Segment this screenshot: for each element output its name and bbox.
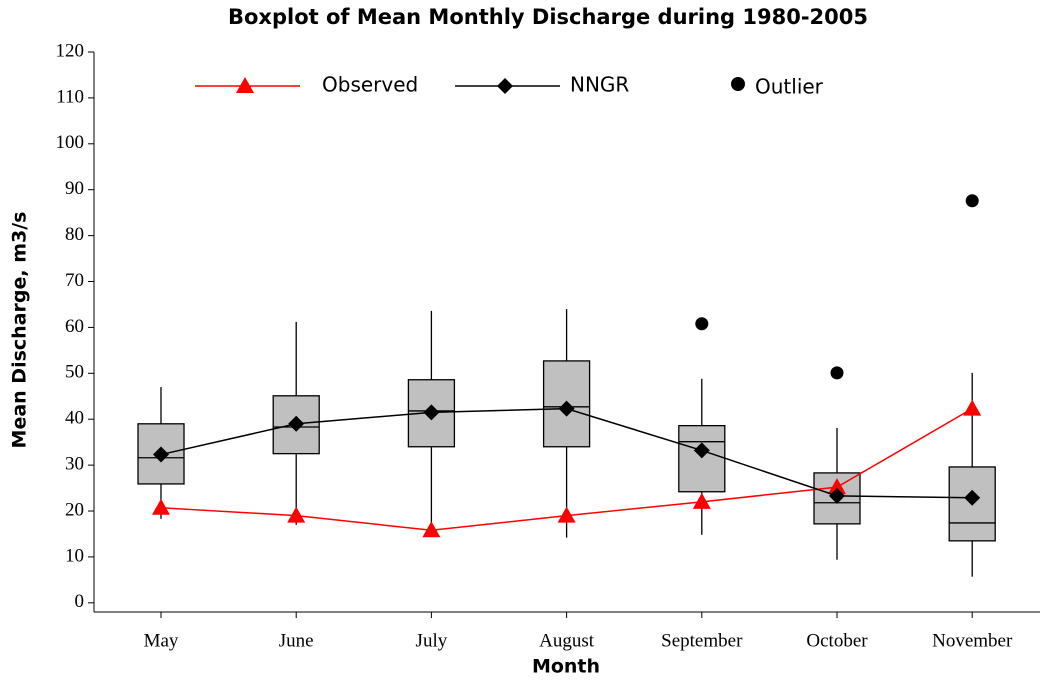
legend-label: Observed: [322, 73, 418, 97]
outlier: [965, 194, 979, 208]
marker: [497, 78, 513, 94]
marker: [964, 489, 981, 506]
y-tick-label: 40: [65, 408, 84, 429]
x-tick-label: May: [144, 630, 179, 651]
y-tick-label: 50: [65, 362, 84, 383]
y-tick-label: 0: [75, 591, 85, 612]
y-tick-label: 90: [65, 178, 84, 199]
y-tick-label: 20: [65, 499, 84, 520]
y-tick-label: 10: [65, 545, 84, 566]
y-tick-label: 30: [65, 453, 84, 474]
y-tick-label: 120: [56, 40, 85, 61]
marker: [153, 446, 169, 463]
y-tick-label: 110: [56, 86, 84, 107]
outlier: [695, 317, 709, 331]
marker: [423, 404, 440, 421]
legend-label: NNGR: [570, 73, 629, 97]
x-axis-label: Month: [532, 656, 600, 678]
x-tick-label: September: [661, 630, 743, 651]
marker: [829, 487, 845, 504]
y-tick-label: 80: [65, 224, 84, 245]
x-tick-label: October: [806, 630, 868, 651]
marker: [288, 415, 305, 432]
x-tick-label: August: [539, 630, 595, 651]
y-axis-label: Mean Discharge, m3/s: [9, 212, 31, 449]
marker: [287, 506, 306, 523]
x-tick-label: June: [279, 630, 314, 651]
marker: [828, 478, 846, 495]
x-tick-label: November: [932, 630, 1013, 651]
y-tick-label: 100: [56, 132, 85, 153]
marker: [963, 399, 982, 416]
y-tick-label: 60: [65, 316, 84, 337]
y-tick-label: 70: [65, 270, 84, 291]
outlier: [830, 366, 844, 380]
box: [678, 424, 726, 493]
marker: [558, 400, 575, 417]
legend-label: Outlier: [755, 75, 824, 99]
marker: [557, 506, 576, 523]
chart-title: Boxplot of Mean Monthly Discharge during…: [228, 5, 868, 29]
marker: [422, 521, 441, 538]
marker: [152, 498, 170, 515]
x-tick-label: July: [416, 630, 448, 651]
marker: [236, 77, 254, 93]
marker: [693, 442, 710, 459]
marker: [692, 492, 711, 509]
legend-marker: [731, 77, 745, 91]
